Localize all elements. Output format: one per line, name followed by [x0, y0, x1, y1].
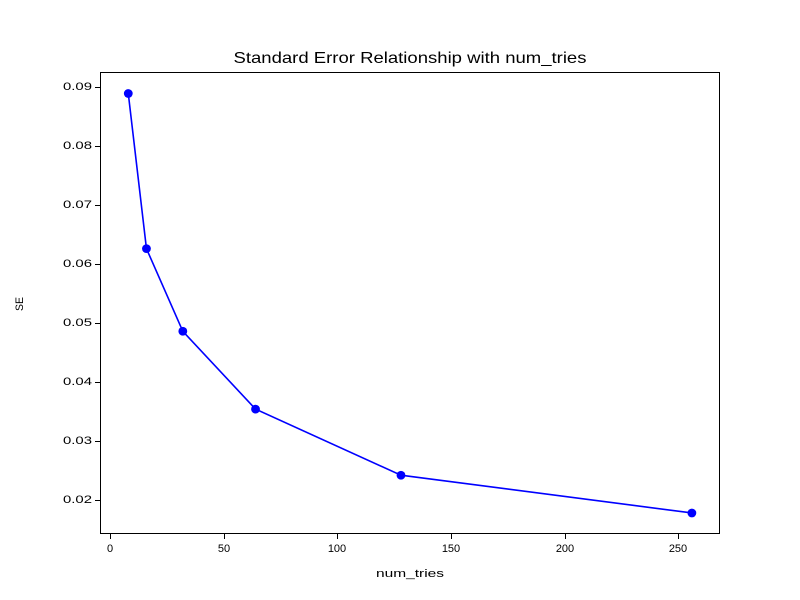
- svg-text:250: 250: [669, 543, 687, 555]
- svg-text:50: 50: [218, 543, 230, 555]
- svg-text:0.09: 0.09: [63, 81, 92, 93]
- svg-text:0.05: 0.05: [63, 317, 92, 329]
- svg-text:Standard Error Relationship wi: Standard Error Relationship with num_tri…: [234, 50, 587, 67]
- svg-text:0.02: 0.02: [63, 494, 92, 506]
- svg-text:0.07: 0.07: [63, 199, 92, 211]
- svg-text:0.08: 0.08: [63, 140, 92, 152]
- svg-text:0.06: 0.06: [63, 258, 92, 270]
- svg-text:150: 150: [442, 543, 460, 555]
- svg-text:0: 0: [107, 543, 113, 555]
- svg-text:SE: SE: [14, 297, 26, 311]
- svg-text:0.03: 0.03: [63, 435, 92, 447]
- svg-text:200: 200: [556, 543, 574, 555]
- svg-text:100: 100: [328, 543, 346, 555]
- svg-text:0.04: 0.04: [63, 376, 92, 388]
- svg-text:num_tries: num_tries: [376, 568, 445, 580]
